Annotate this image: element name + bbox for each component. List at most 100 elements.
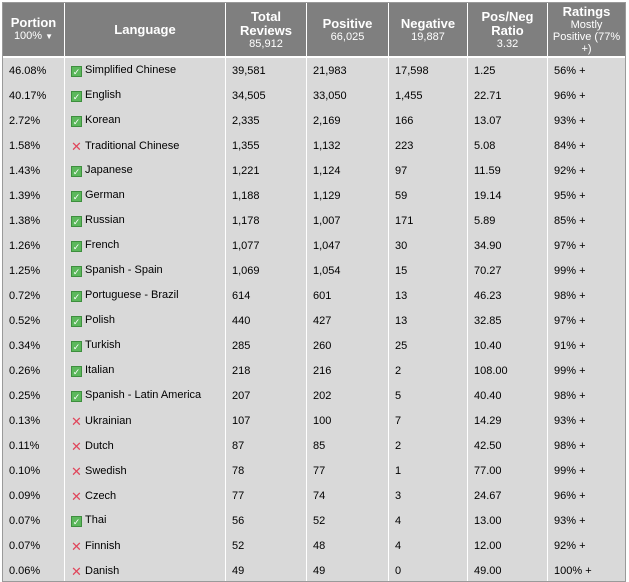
rating-cell: 91% + (554, 339, 586, 352)
language-cell: ✓ Italian (65, 358, 226, 383)
portion-cell: 0.13% (3, 408, 65, 433)
total-reviews-cell: 1,221 (226, 158, 307, 183)
ratio-cell: 5.08 (468, 133, 548, 158)
language-cell: ✕ Czech (65, 483, 226, 508)
cross-icon: ✕ (71, 438, 82, 454)
portion-cell: 0.34% (3, 333, 65, 358)
check-icon: ✓ (71, 266, 82, 277)
positive-cell: 1,047 (307, 233, 389, 258)
table-row: 46.08% ✓ Simplified Chinese 39,581 21,983 17,… (3, 58, 625, 83)
table-row: 0.26% ✓ Italian 218 216 2 108.00 99% + (3, 358, 625, 383)
language-cell: ✓ French (65, 233, 226, 258)
positive-cell: 21,983 (307, 58, 389, 83)
check-icon: ✓ (71, 91, 82, 102)
positive-cell: 2,169 (307, 108, 389, 133)
negative-cell: 0 (389, 558, 468, 581)
ratio-cell: 32.85 (468, 308, 548, 333)
language-cell: ✕ Finnish (65, 533, 226, 558)
cross-icon: ✕ (71, 138, 82, 154)
positive-cell: 77 (307, 458, 389, 483)
language-name: Italian (85, 364, 115, 376)
table-row: 0.25% ✓ Spanish - Latin America 207 202 5 40.4… (3, 383, 625, 408)
rating-cell: 84% + (554, 139, 586, 152)
table-row: 1.43% ✓ Japanese 1,221 1,124 97 11.59 92% + (3, 158, 625, 183)
rating-cell: 85% + (554, 214, 586, 227)
language-name: Danish (85, 564, 120, 577)
negative-cell: 13 (389, 308, 468, 333)
header-ratings-label: Ratings (562, 3, 611, 19)
table-row: 0.10% ✕ Swedish 78 77 1 77.00 99% + (3, 458, 625, 483)
language-cell: ✕ Traditional Chinese (65, 133, 226, 158)
language-name: Czech (85, 489, 117, 502)
rating-cell: 96% + (554, 489, 586, 502)
ratio-cell: 1.25 (468, 58, 548, 83)
table-row: 0.52% ✓ Polish 440 427 13 32.85 97% + (3, 308, 625, 333)
negative-cell: 171 (389, 208, 468, 233)
table-row: 1.38% ✓ Russian 1,178 1,007 171 5.89 85% + (3, 208, 625, 233)
rating-cell: 56% + (554, 64, 586, 77)
check-icon: ✓ (71, 116, 82, 127)
table-row: 0.09% ✕ Czech 77 74 3 24.67 96% + (3, 483, 625, 508)
check-icon: ✓ (71, 216, 82, 227)
total-reviews-cell: 614 (226, 283, 307, 308)
header-total-reviews[interactable]: Total Reviews 85,912 (226, 3, 307, 58)
check-icon: ✓ (71, 341, 82, 352)
table-row: 2.72% ✓ Korean 2,335 2,169 166 13.07 93% + (3, 108, 625, 133)
ratio-cell: 24.67 (468, 483, 548, 508)
total-reviews-cell: 107 (226, 408, 307, 433)
portion-cell: 0.07% (3, 533, 65, 558)
negative-cell: 223 (389, 133, 468, 158)
total-reviews-cell: 78 (226, 458, 307, 483)
language-name: German (85, 189, 125, 201)
check-icon: ✓ (71, 391, 82, 402)
language-cell: ✓ Spanish - Latin America (65, 383, 226, 408)
table-row: 0.34% ✓ Turkish 285 260 25 10.40 91% + (3, 333, 625, 358)
rating-cell: 96% + (554, 89, 586, 102)
portion-cell: 0.07% (3, 508, 65, 533)
language-name: Thai (85, 514, 107, 526)
ratio-cell: 108.00 (468, 358, 548, 383)
header-positive-label: Positive (322, 15, 373, 31)
language-cell: ✕ Danish (65, 558, 226, 581)
total-reviews-cell: 87 (226, 433, 307, 458)
language-cell: ✓ Korean (65, 108, 226, 133)
positive-cell: 260 (307, 333, 389, 358)
positive-cell: 202 (307, 383, 389, 408)
header-pos-neg-ratio[interactable]: Pos/Neg Ratio 3.32 (468, 3, 548, 58)
portion-cell: 1.43% (3, 158, 65, 183)
rating-cell: 98% + (554, 289, 586, 302)
negative-cell: 30 (389, 233, 468, 258)
language-name: Japanese (85, 164, 133, 176)
cross-icon: ✕ (71, 563, 82, 579)
header-portion[interactable]: Portion 100% ▼ (3, 3, 65, 58)
negative-cell: 7 (389, 408, 468, 433)
positive-cell: 74 (307, 483, 389, 508)
rating-cell: 98% + (554, 439, 586, 452)
negative-cell: 97 (389, 158, 468, 183)
cross-icon: ✕ (71, 413, 82, 429)
check-icon: ✓ (71, 516, 82, 527)
header-negative-sum: 19,887 (411, 30, 445, 43)
language-cell: ✓ Turkish (65, 333, 226, 358)
portion-cell: 0.09% (3, 483, 65, 508)
table-row: 40.17% ✓ English 34,505 33,050 1,455 22.71 96% … (3, 83, 625, 108)
language-name: Polish (85, 314, 115, 326)
ratio-cell: 22.71 (468, 83, 548, 108)
header-language[interactable]: Language (65, 3, 226, 58)
ratio-cell: 49.00 (468, 558, 548, 581)
cross-icon: ✕ (71, 488, 82, 504)
header-portion-total: 100% (13, 30, 43, 42)
header-positive[interactable]: Positive 66,025 (307, 3, 389, 58)
language-name: Ukrainian (85, 414, 132, 427)
check-icon: ✓ (71, 191, 82, 202)
negative-cell: 5 (389, 383, 468, 408)
portion-cell: 1.38% (3, 208, 65, 233)
total-reviews-cell: 52 (226, 533, 307, 558)
header-total-label: Total Reviews (239, 8, 293, 38)
check-icon: ✓ (71, 166, 82, 177)
total-reviews-cell: 49 (226, 558, 307, 581)
language-name: Portuguese - Brazil (85, 289, 179, 301)
positive-cell: 49 (307, 558, 389, 581)
header-negative[interactable]: Negative 19,887 (389, 3, 468, 58)
header-ratings[interactable]: Ratings Mostly Positive (77% +) (548, 3, 625, 58)
